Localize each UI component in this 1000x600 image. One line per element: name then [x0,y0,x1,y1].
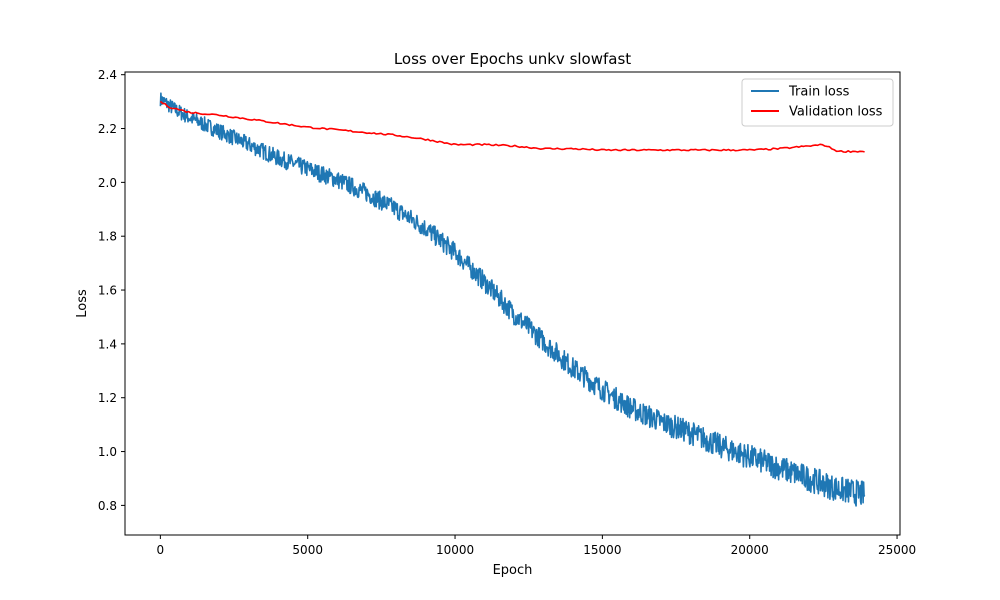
y-axis: 0.8 1.0 1.2 1.4 1.6 1.8 2.0 2.2 2.4 [98,68,125,513]
legend-label-train-loss: Train loss [788,85,850,100]
x-tick-label: 15000 [583,543,621,557]
legend-label-validation-loss: Validation loss [789,105,883,120]
y-tick-label: 1.6 [98,284,117,298]
x-tick-label: 10000 [436,543,474,557]
x-tick-label: 25000 [878,543,916,557]
y-axis-title: Loss [75,289,90,318]
x-tick-label: 20000 [731,543,769,557]
y-tick-label: 2.4 [98,68,117,82]
validation-loss-line [159,100,865,153]
chart-title: Loss over Epochs unkv slowfast [394,50,631,68]
y-tick-label: 2.2 [98,122,117,136]
train-loss-line [159,92,866,507]
legend-box [741,78,894,127]
y-tick-label: 2.0 [98,176,117,190]
y-tick-label: 1.4 [98,337,117,351]
x-axis-title: Epoch [493,563,533,578]
x-axis: 0 5000 10000 15000 20000 25000 [157,535,916,557]
x-tick-label: 0 [157,543,165,557]
y-tick-label: 0.8 [98,499,117,513]
y-tick-label: 1.0 [98,445,117,459]
x-tick-label: 5000 [292,543,323,557]
axes-frame [124,71,901,536]
y-tick-label: 1.8 [98,230,117,244]
y-tick-label: 1.2 [98,391,117,405]
series-group [159,92,866,507]
legend: Train loss Validation loss [741,78,894,127]
